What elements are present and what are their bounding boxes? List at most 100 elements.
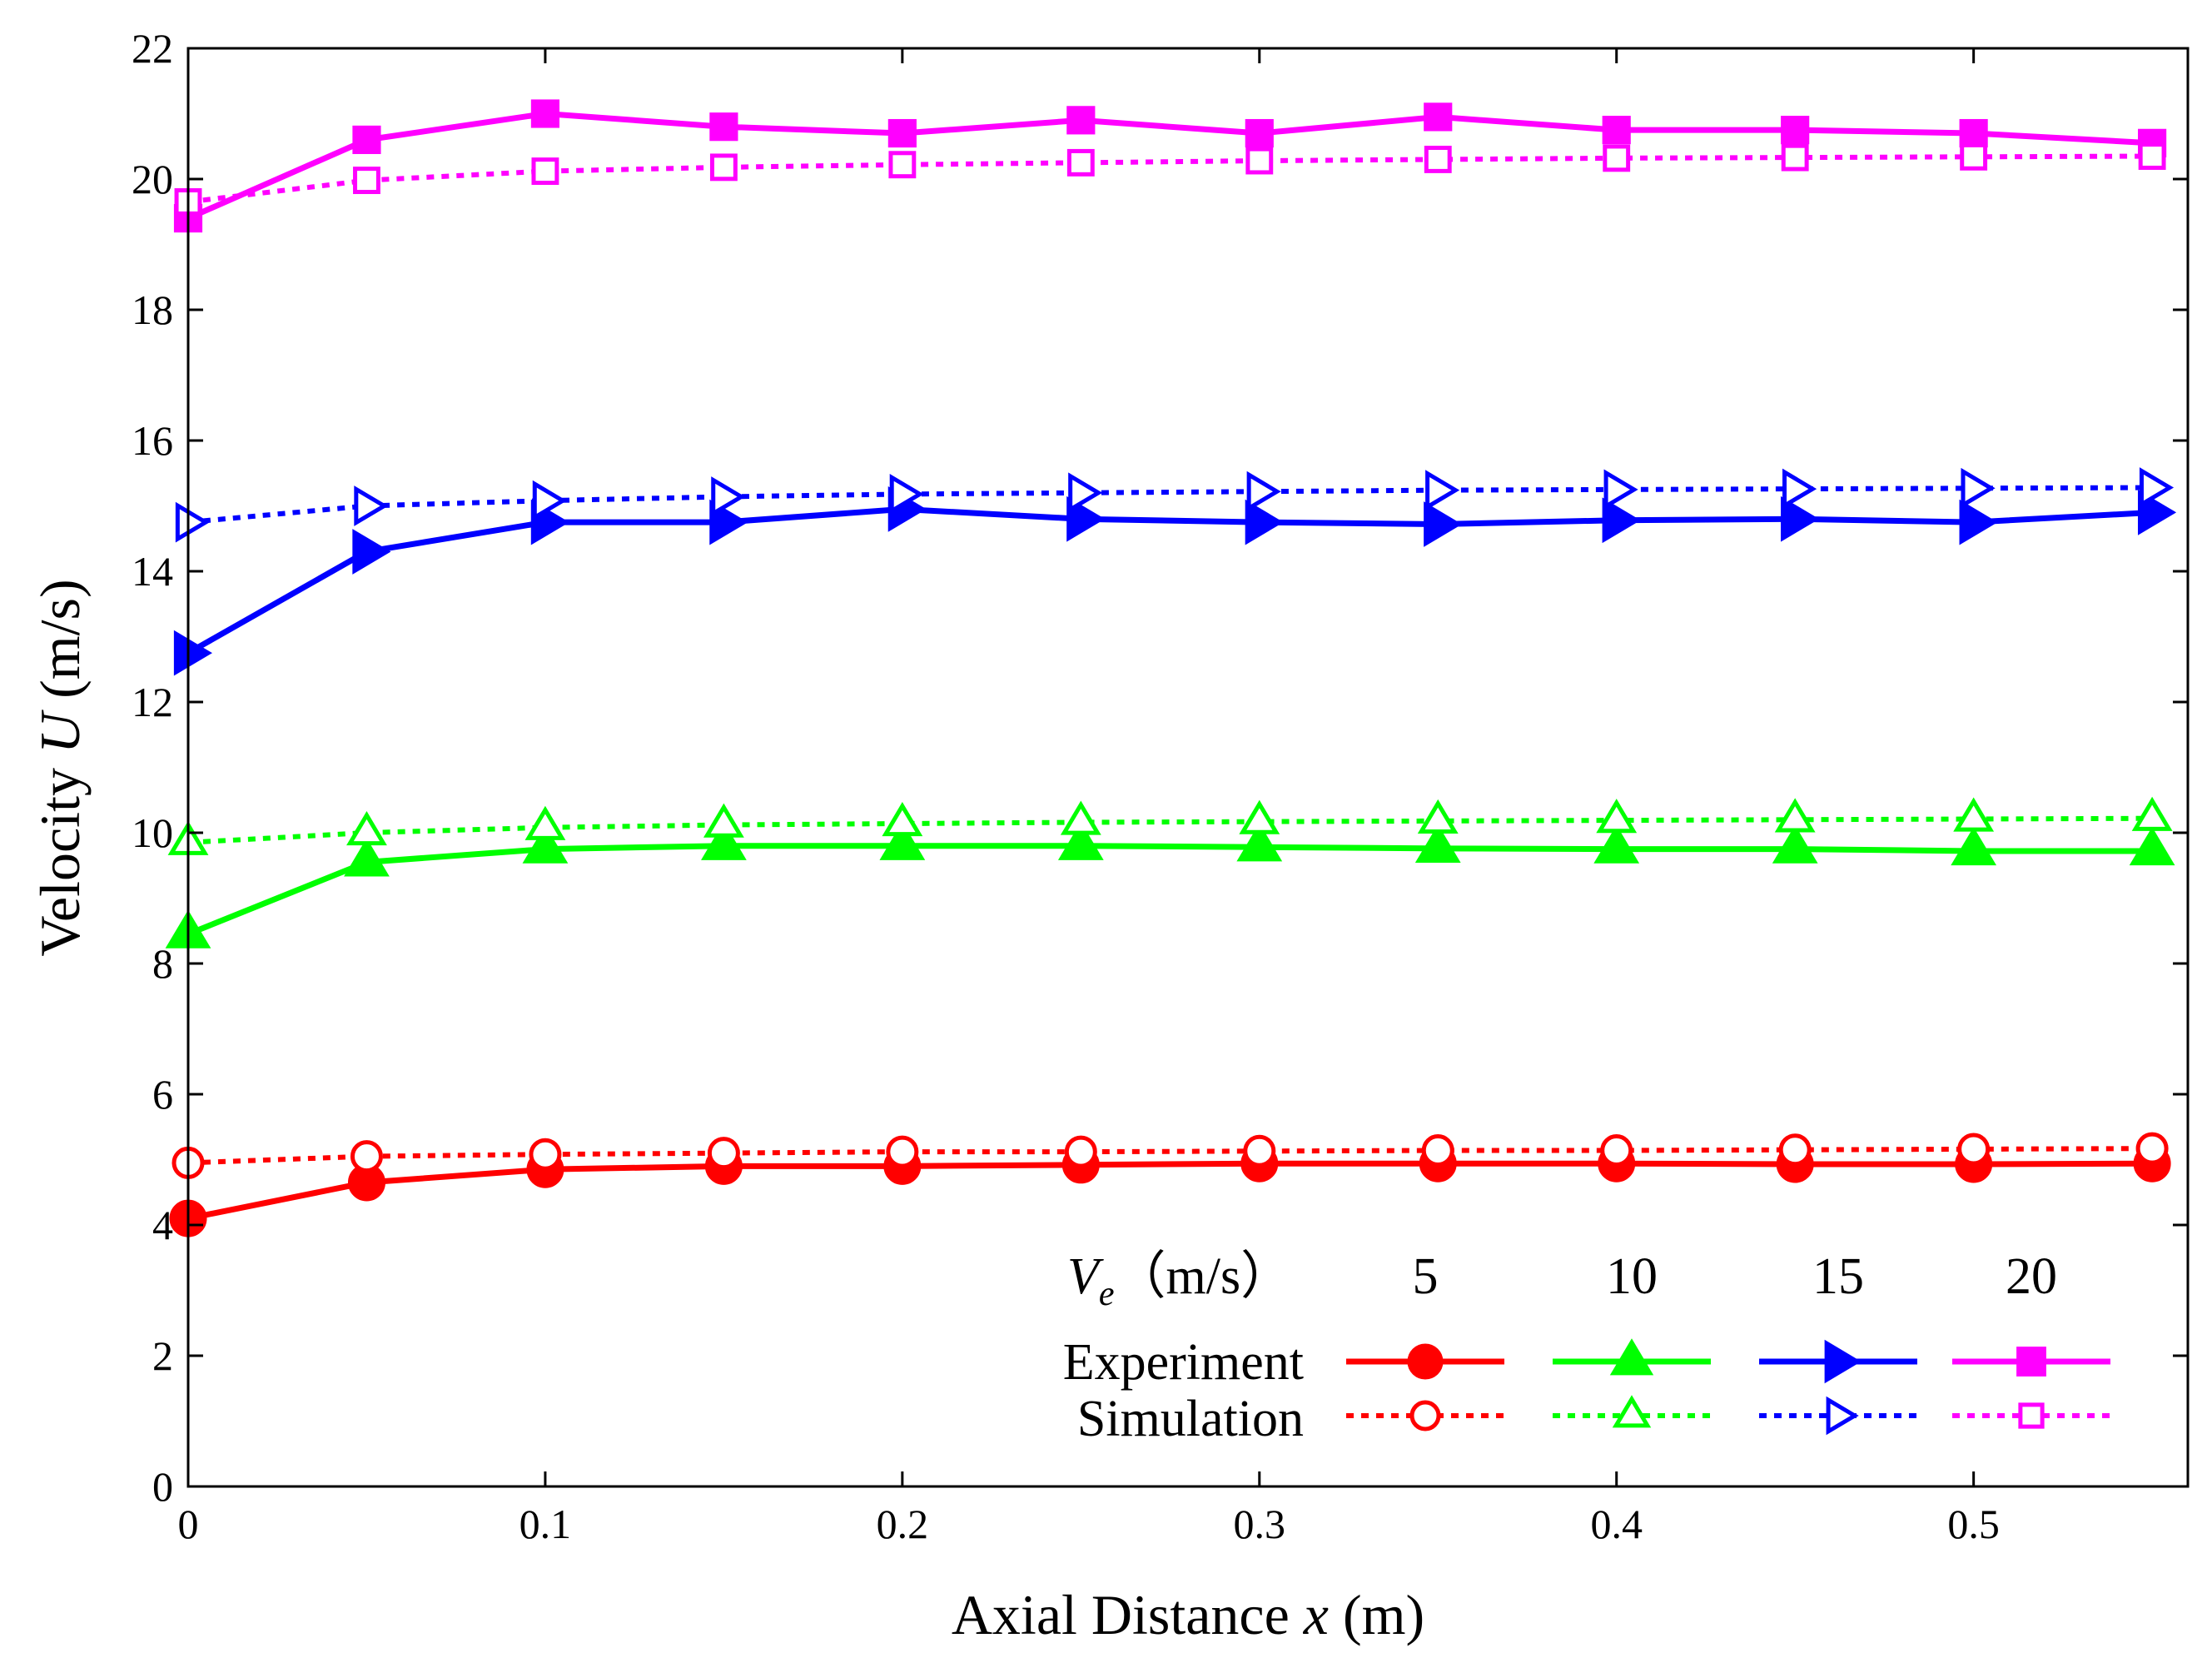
series-experiment-ve-10	[165, 821, 2175, 949]
legend-swatch-simulation-ve-15	[1759, 1396, 1917, 1436]
data-point	[2135, 1132, 2169, 1165]
x-tick-label: 0.3	[1234, 1501, 1286, 1547]
data-point	[879, 821, 926, 860]
data-point	[532, 480, 567, 521]
data-point	[887, 118, 917, 148]
data-point	[1959, 499, 1998, 545]
legend: Ve（m/s） 5 10 15 20 Experiment Simulation	[1063, 1248, 2110, 1447]
data-point	[1243, 1134, 1276, 1168]
y-tick-label: 2	[152, 1332, 173, 1379]
legend-swatches	[1346, 1338, 2110, 1436]
x-tick-label: 0.1	[519, 1501, 572, 1547]
legend-swatch-simulation-ve-20	[1952, 1402, 2110, 1429]
data-point	[531, 157, 559, 186]
data-point	[354, 485, 389, 526]
legend-marker	[1612, 1395, 1652, 1428]
data-point	[886, 1135, 919, 1168]
series-simulation-ve-15	[175, 467, 2175, 543]
data-point	[173, 630, 212, 676]
legend-column-20: 20	[2006, 1248, 2057, 1305]
series-line	[187, 1146, 2153, 1166]
data-point	[350, 1140, 383, 1173]
data-point	[1960, 142, 1988, 171]
data-point	[1066, 495, 1106, 542]
data-point	[524, 805, 566, 840]
data-point	[1602, 116, 1631, 145]
y-tick-label: 16	[132, 417, 173, 464]
y-tick-label: 10	[132, 809, 173, 856]
data-point	[1593, 824, 1640, 864]
data-point	[1772, 824, 1818, 864]
legend-swatch-simulation-ve-5	[1346, 1400, 1504, 1431]
data-point	[1774, 798, 1816, 833]
legend-row-experiment: Experiment	[1063, 1334, 1304, 1391]
legend-marker	[1609, 1338, 1654, 1376]
data-point	[889, 473, 924, 515]
y-tick-label: 12	[132, 679, 173, 725]
data-point	[1781, 495, 1820, 542]
data-point	[1245, 118, 1274, 148]
series-line	[187, 1160, 2153, 1222]
data-point	[1953, 797, 1995, 832]
data-point	[1603, 144, 1631, 172]
data-point	[2131, 796, 2173, 831]
series-simulation-ve-20	[174, 142, 2166, 216]
legend-row-simulation: Simulation	[1077, 1391, 1304, 1447]
data-point	[703, 803, 744, 838]
data-point	[352, 529, 391, 575]
legend-header: Ve（m/s）	[1067, 1248, 1292, 1313]
legend-marker	[1407, 1343, 1444, 1380]
legend-column-15: 15	[1812, 1248, 1864, 1305]
data-point	[1417, 799, 1459, 834]
y-tick-label: 6	[152, 1071, 173, 1118]
data-point	[1236, 823, 1283, 862]
data-point	[1066, 148, 1095, 177]
data-point	[1959, 118, 1988, 148]
legend-column-10: 10	[1606, 1248, 1658, 1305]
data-point	[1596, 799, 1638, 834]
data-point	[1060, 800, 1101, 835]
series-line	[187, 485, 2153, 525]
data-point	[1245, 147, 1274, 175]
series-line	[186, 111, 2153, 222]
y-tick-label: 0	[152, 1463, 173, 1510]
legend-marker	[1826, 1396, 1859, 1436]
data-point	[1602, 497, 1641, 544]
series-simulation-ve-5	[171, 1132, 2169, 1179]
data-point	[1957, 1133, 1991, 1166]
data-point	[1245, 499, 1284, 545]
plot-frame	[186, 47, 2190, 1488]
data-point	[2129, 827, 2175, 866]
data-point	[701, 821, 747, 860]
data-point	[1421, 1134, 1454, 1168]
data-point	[1778, 1133, 1812, 1167]
data-point	[346, 811, 387, 846]
y-tick-label: 14	[132, 548, 173, 595]
data-point	[1068, 472, 1103, 514]
x-tick-label: 0.4	[1590, 1501, 1643, 1547]
data-point	[1066, 106, 1096, 135]
series-line	[187, 815, 2153, 845]
legend-swatch-experiment-ve-20	[1952, 1347, 2110, 1377]
data-point	[1781, 116, 1810, 145]
data-point	[529, 1138, 562, 1171]
ticks-layer: 0 0.1 0.2 0.3 0.4 0.5 0 2 4 6 8 10 12 14 16 18 20 22	[132, 25, 2188, 1547]
x-tick-label: 0.2	[877, 1501, 929, 1547]
data-point	[344, 838, 390, 877]
series-line	[186, 505, 2153, 656]
legend-marker	[1824, 1339, 1862, 1384]
data-point	[1424, 102, 1453, 132]
data-point	[522, 824, 569, 864]
data-point	[2139, 467, 2175, 508]
data-point	[1425, 470, 1460, 511]
legend-swatch-experiment-ve-15	[1759, 1339, 1917, 1384]
y-axis-title: Velocity U (m/s)	[28, 579, 92, 956]
data-point	[1424, 501, 1463, 547]
legend-marker	[2018, 1402, 2045, 1429]
data-point	[707, 1137, 740, 1170]
y-tick-label: 8	[152, 940, 173, 987]
series-experiment-ve-15	[173, 486, 2177, 676]
x-tick-label: 0.5	[1947, 1501, 2000, 1547]
data-point	[1782, 468, 1817, 510]
